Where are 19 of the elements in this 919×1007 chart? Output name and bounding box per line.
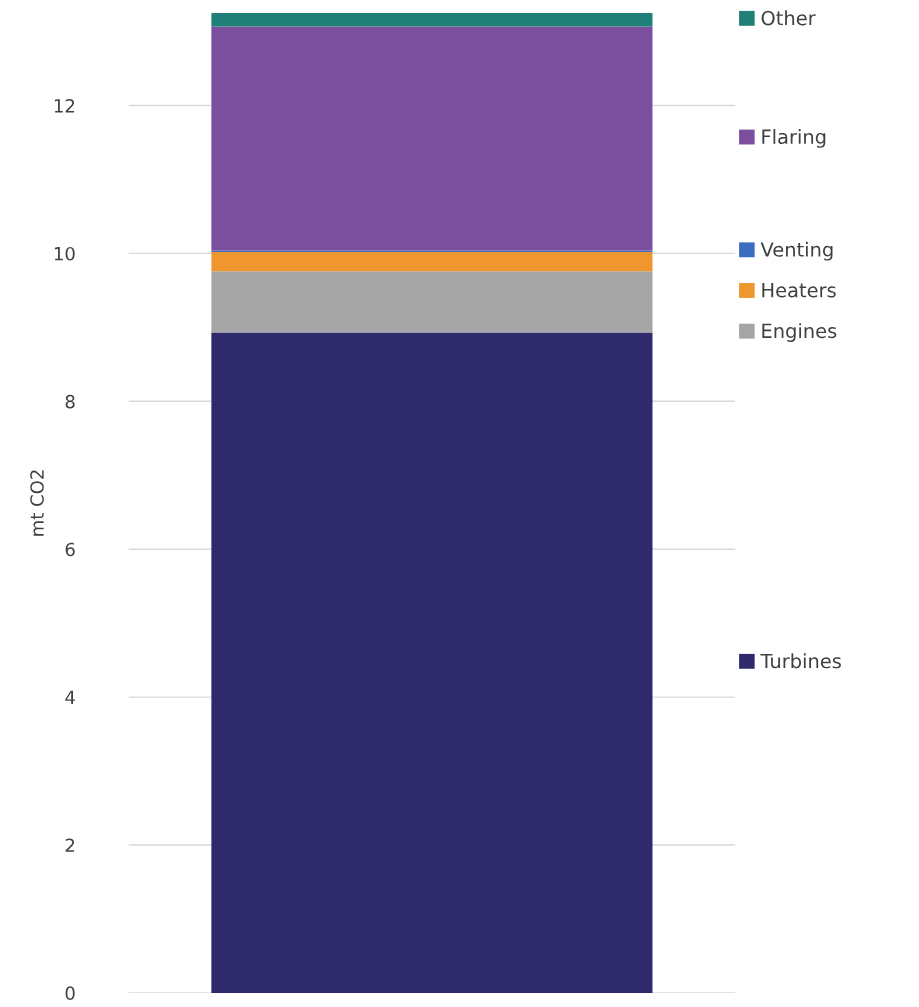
bar	[211, 251, 653, 272]
y-tick-label: 6	[65, 542, 75, 557]
y-tick-label: 8	[65, 394, 75, 409]
y-tick-label: 2	[65, 838, 75, 852]
bar	[211, 271, 653, 333]
legend-label: Flaring	[762, 129, 826, 148]
legend-label: Venting	[760, 241, 833, 261]
bar	[211, 13, 653, 27]
y-tick-label: 10	[54, 246, 75, 261]
y-tick-label: 0	[65, 986, 75, 1001]
bar	[211, 332, 653, 993]
legend-label: Engines	[762, 323, 837, 342]
y-tick-label: 12	[54, 98, 75, 113]
legend-label: Other	[761, 10, 816, 26]
y-tick-label: 4	[65, 690, 75, 704]
legend-label: Turbines	[760, 653, 841, 669]
legend-label: Heaters	[762, 283, 836, 298]
bar	[211, 26, 653, 251]
y-axis-title: mt CO2	[30, 470, 44, 536]
